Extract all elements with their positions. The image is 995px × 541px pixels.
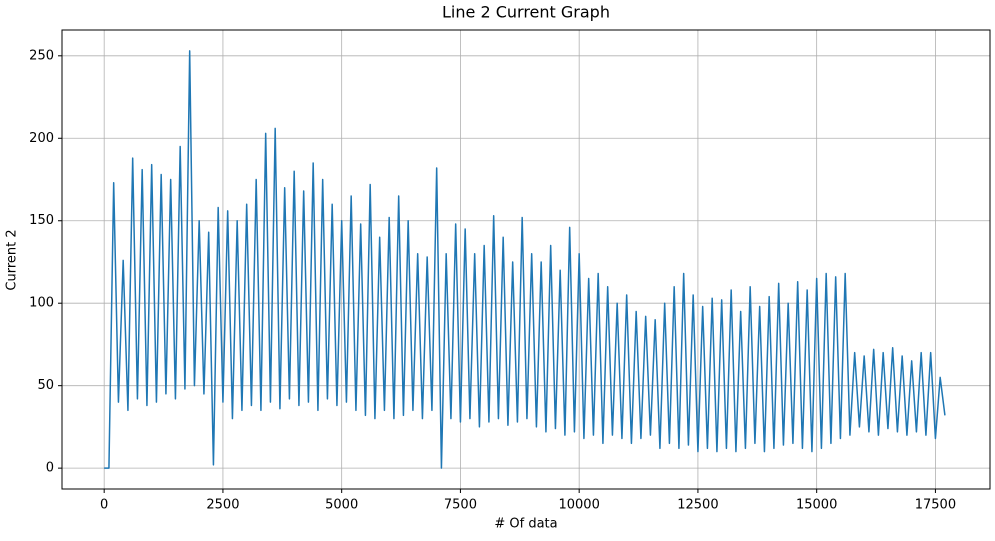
x-axis-label: # Of data	[494, 517, 557, 532]
x-tick-label: 15000	[796, 498, 837, 513]
x-tick-label: 2500	[206, 498, 239, 513]
x-tick-label: 7500	[444, 498, 477, 513]
y-tick-label: 100	[29, 296, 54, 311]
x-tick-label: 12500	[677, 498, 718, 513]
data-line	[104, 50, 946, 469]
y-tick-label: 150	[29, 213, 54, 228]
plot-frame	[61, 29, 991, 490]
x-tick-label: 10000	[558, 498, 599, 513]
y-axis-label: Current 2	[5, 229, 20, 290]
x-tick-label: 0	[100, 498, 108, 513]
y-tick-label: 200	[29, 131, 54, 146]
x-tick-label: 5000	[325, 498, 358, 513]
chart-title: Line 2 Current Graph	[442, 3, 610, 22]
x-tick-label: 17500	[915, 498, 956, 513]
y-tick-label: 50	[37, 378, 54, 393]
y-tick-label: 250	[29, 48, 54, 63]
y-tick-label: 0	[46, 461, 54, 476]
